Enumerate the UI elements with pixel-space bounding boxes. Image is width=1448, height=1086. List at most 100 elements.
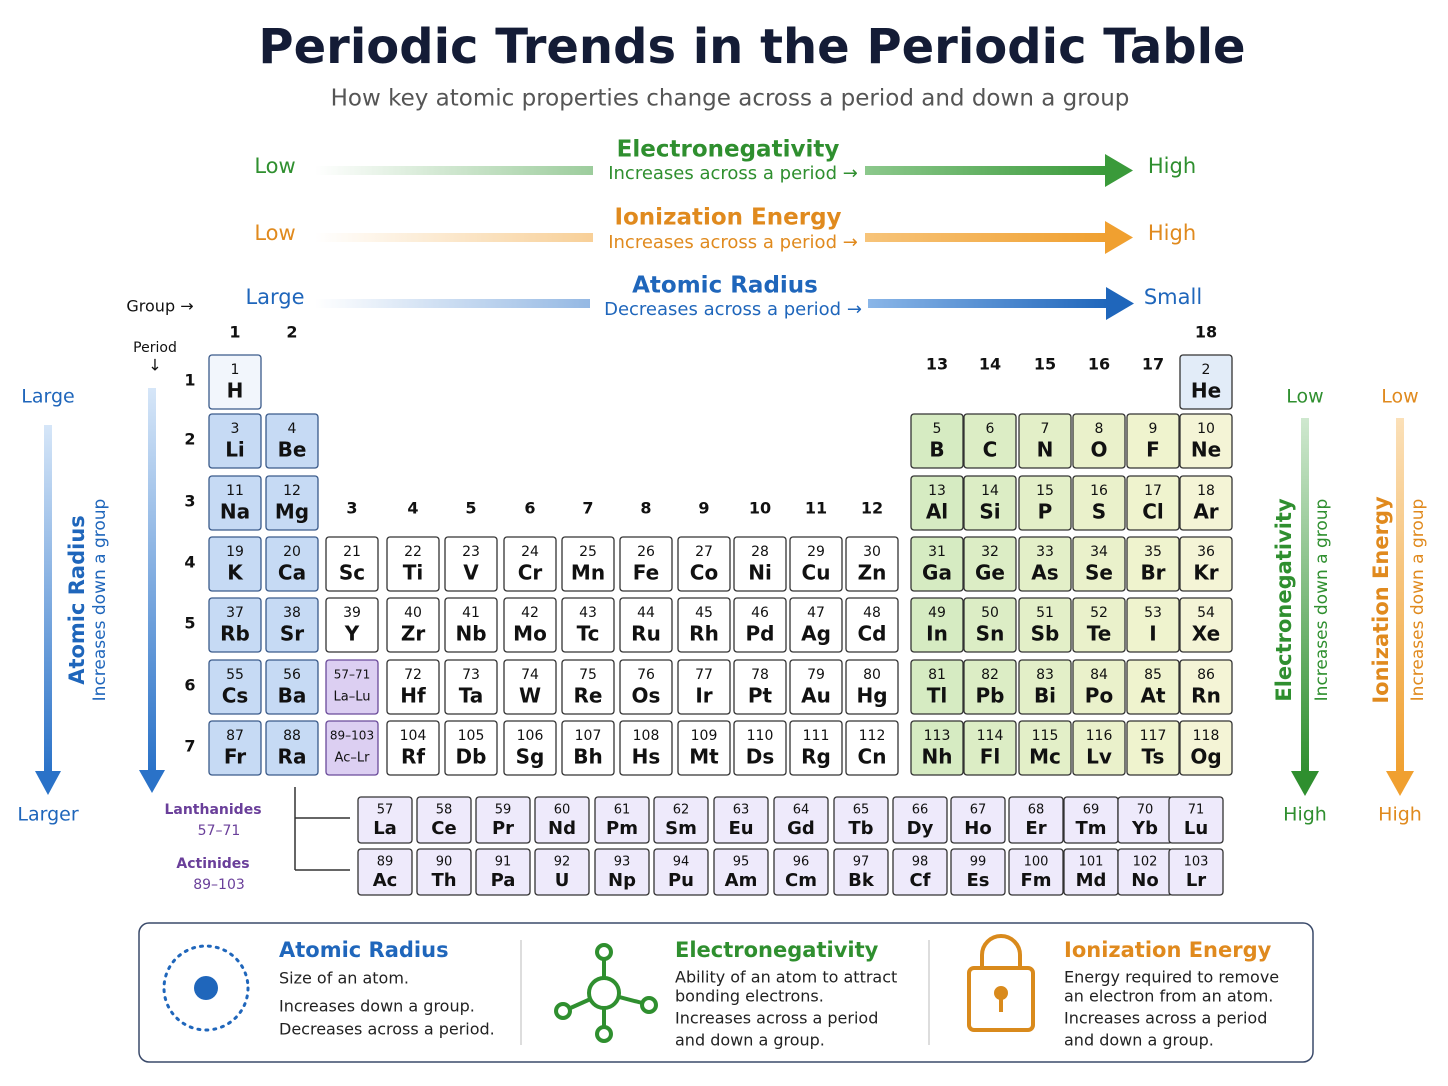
element-symbol: Ca bbox=[278, 561, 306, 585]
cell-box bbox=[963, 720, 1017, 776]
element-symbol: Zr bbox=[401, 622, 426, 646]
atomic-number: 105 bbox=[458, 728, 485, 744]
cell-box bbox=[789, 597, 843, 653]
arrow-bar bbox=[1301, 418, 1309, 773]
atomic-number: 11 bbox=[226, 483, 244, 499]
legend-line: Ability of an atom to attract bbox=[675, 968, 897, 987]
trend-low: Large bbox=[245, 285, 304, 309]
element-symbol: Bi bbox=[1034, 684, 1056, 708]
side-top: Large bbox=[21, 386, 74, 408]
period-number: 7 bbox=[184, 737, 195, 756]
element-symbol: Al bbox=[926, 500, 948, 524]
element-symbol: He bbox=[1191, 379, 1221, 403]
element-symbol: Os bbox=[632, 684, 661, 708]
element-symbol: Cl bbox=[1142, 500, 1164, 524]
element-cell: 5B bbox=[910, 413, 964, 469]
cell-box bbox=[789, 659, 843, 715]
atomic-number: 43 bbox=[579, 605, 597, 621]
cell-box bbox=[561, 659, 615, 715]
element-symbol: Lv bbox=[1086, 745, 1112, 769]
cell-box bbox=[910, 720, 964, 776]
atomic-number: 75 bbox=[579, 667, 597, 683]
cell-box bbox=[1179, 597, 1233, 653]
atomic-number: 111 bbox=[803, 728, 830, 744]
trend-name: Ionization Energy bbox=[614, 205, 841, 231]
atomic-number: 63 bbox=[733, 803, 750, 818]
atomic-number: 104 bbox=[400, 728, 427, 744]
cell-box bbox=[265, 659, 319, 715]
radius-icon bbox=[162, 944, 250, 1032]
cell-box bbox=[773, 796, 829, 844]
element-cell: 3Li bbox=[208, 413, 262, 469]
element-symbol: Er bbox=[1025, 818, 1046, 839]
element-symbol: Mc bbox=[1029, 745, 1061, 769]
atomic-number: 92 bbox=[554, 855, 571, 870]
legend-title: Ionization Energy bbox=[1064, 938, 1272, 962]
element-symbol: In bbox=[926, 622, 948, 646]
atomic-number: 51 bbox=[1036, 605, 1054, 621]
cell-box bbox=[1126, 720, 1180, 776]
arrow-fade bbox=[315, 166, 593, 175]
legend-line: and down a group. bbox=[675, 1031, 825, 1050]
atomic-number: 78 bbox=[751, 667, 769, 683]
element-symbol: Cn bbox=[858, 745, 887, 769]
atomic-number: 113 bbox=[924, 728, 951, 744]
side-note: Increases down a group bbox=[1312, 499, 1332, 702]
cell-box bbox=[892, 848, 948, 896]
atomic-number: 94 bbox=[673, 855, 690, 870]
atomic-number: 62 bbox=[673, 803, 690, 818]
cell-box bbox=[677, 659, 731, 715]
atomic-number: 116 bbox=[1086, 728, 1113, 744]
group-number: 17 bbox=[1142, 355, 1164, 374]
element-symbol: Po bbox=[1085, 684, 1113, 708]
element-symbol: Lu bbox=[1184, 818, 1208, 839]
element-symbol: Cs bbox=[222, 684, 249, 708]
element-symbol: Li bbox=[225, 438, 245, 462]
element-symbol: W bbox=[519, 684, 541, 708]
cell-box bbox=[503, 597, 557, 653]
element-symbol: Ar bbox=[1193, 500, 1218, 524]
atomic-number: 27 bbox=[695, 544, 713, 560]
element-cell: 4Be bbox=[265, 413, 319, 469]
cell-box bbox=[208, 475, 262, 531]
atomic-number: 54 bbox=[1197, 605, 1215, 621]
atomic-number: 19 bbox=[226, 544, 244, 560]
element-cell: 92U bbox=[534, 848, 590, 896]
element-symbol: Mo bbox=[513, 622, 547, 646]
atomic-number: 82 bbox=[981, 667, 999, 683]
element-symbol: Ho bbox=[964, 818, 991, 839]
atomic-number: 15 bbox=[1036, 483, 1054, 499]
arrow-fade bbox=[315, 299, 590, 308]
arrow-bar bbox=[1396, 418, 1404, 773]
cell-box bbox=[475, 848, 531, 896]
legend bbox=[138, 922, 1314, 1063]
element-symbol: Es bbox=[966, 870, 989, 891]
side-bottom: Larger bbox=[17, 804, 78, 826]
atomic-number: 77 bbox=[695, 667, 713, 683]
atomic-number: 91 bbox=[495, 855, 512, 870]
atomic-number: 1 bbox=[231, 362, 240, 378]
